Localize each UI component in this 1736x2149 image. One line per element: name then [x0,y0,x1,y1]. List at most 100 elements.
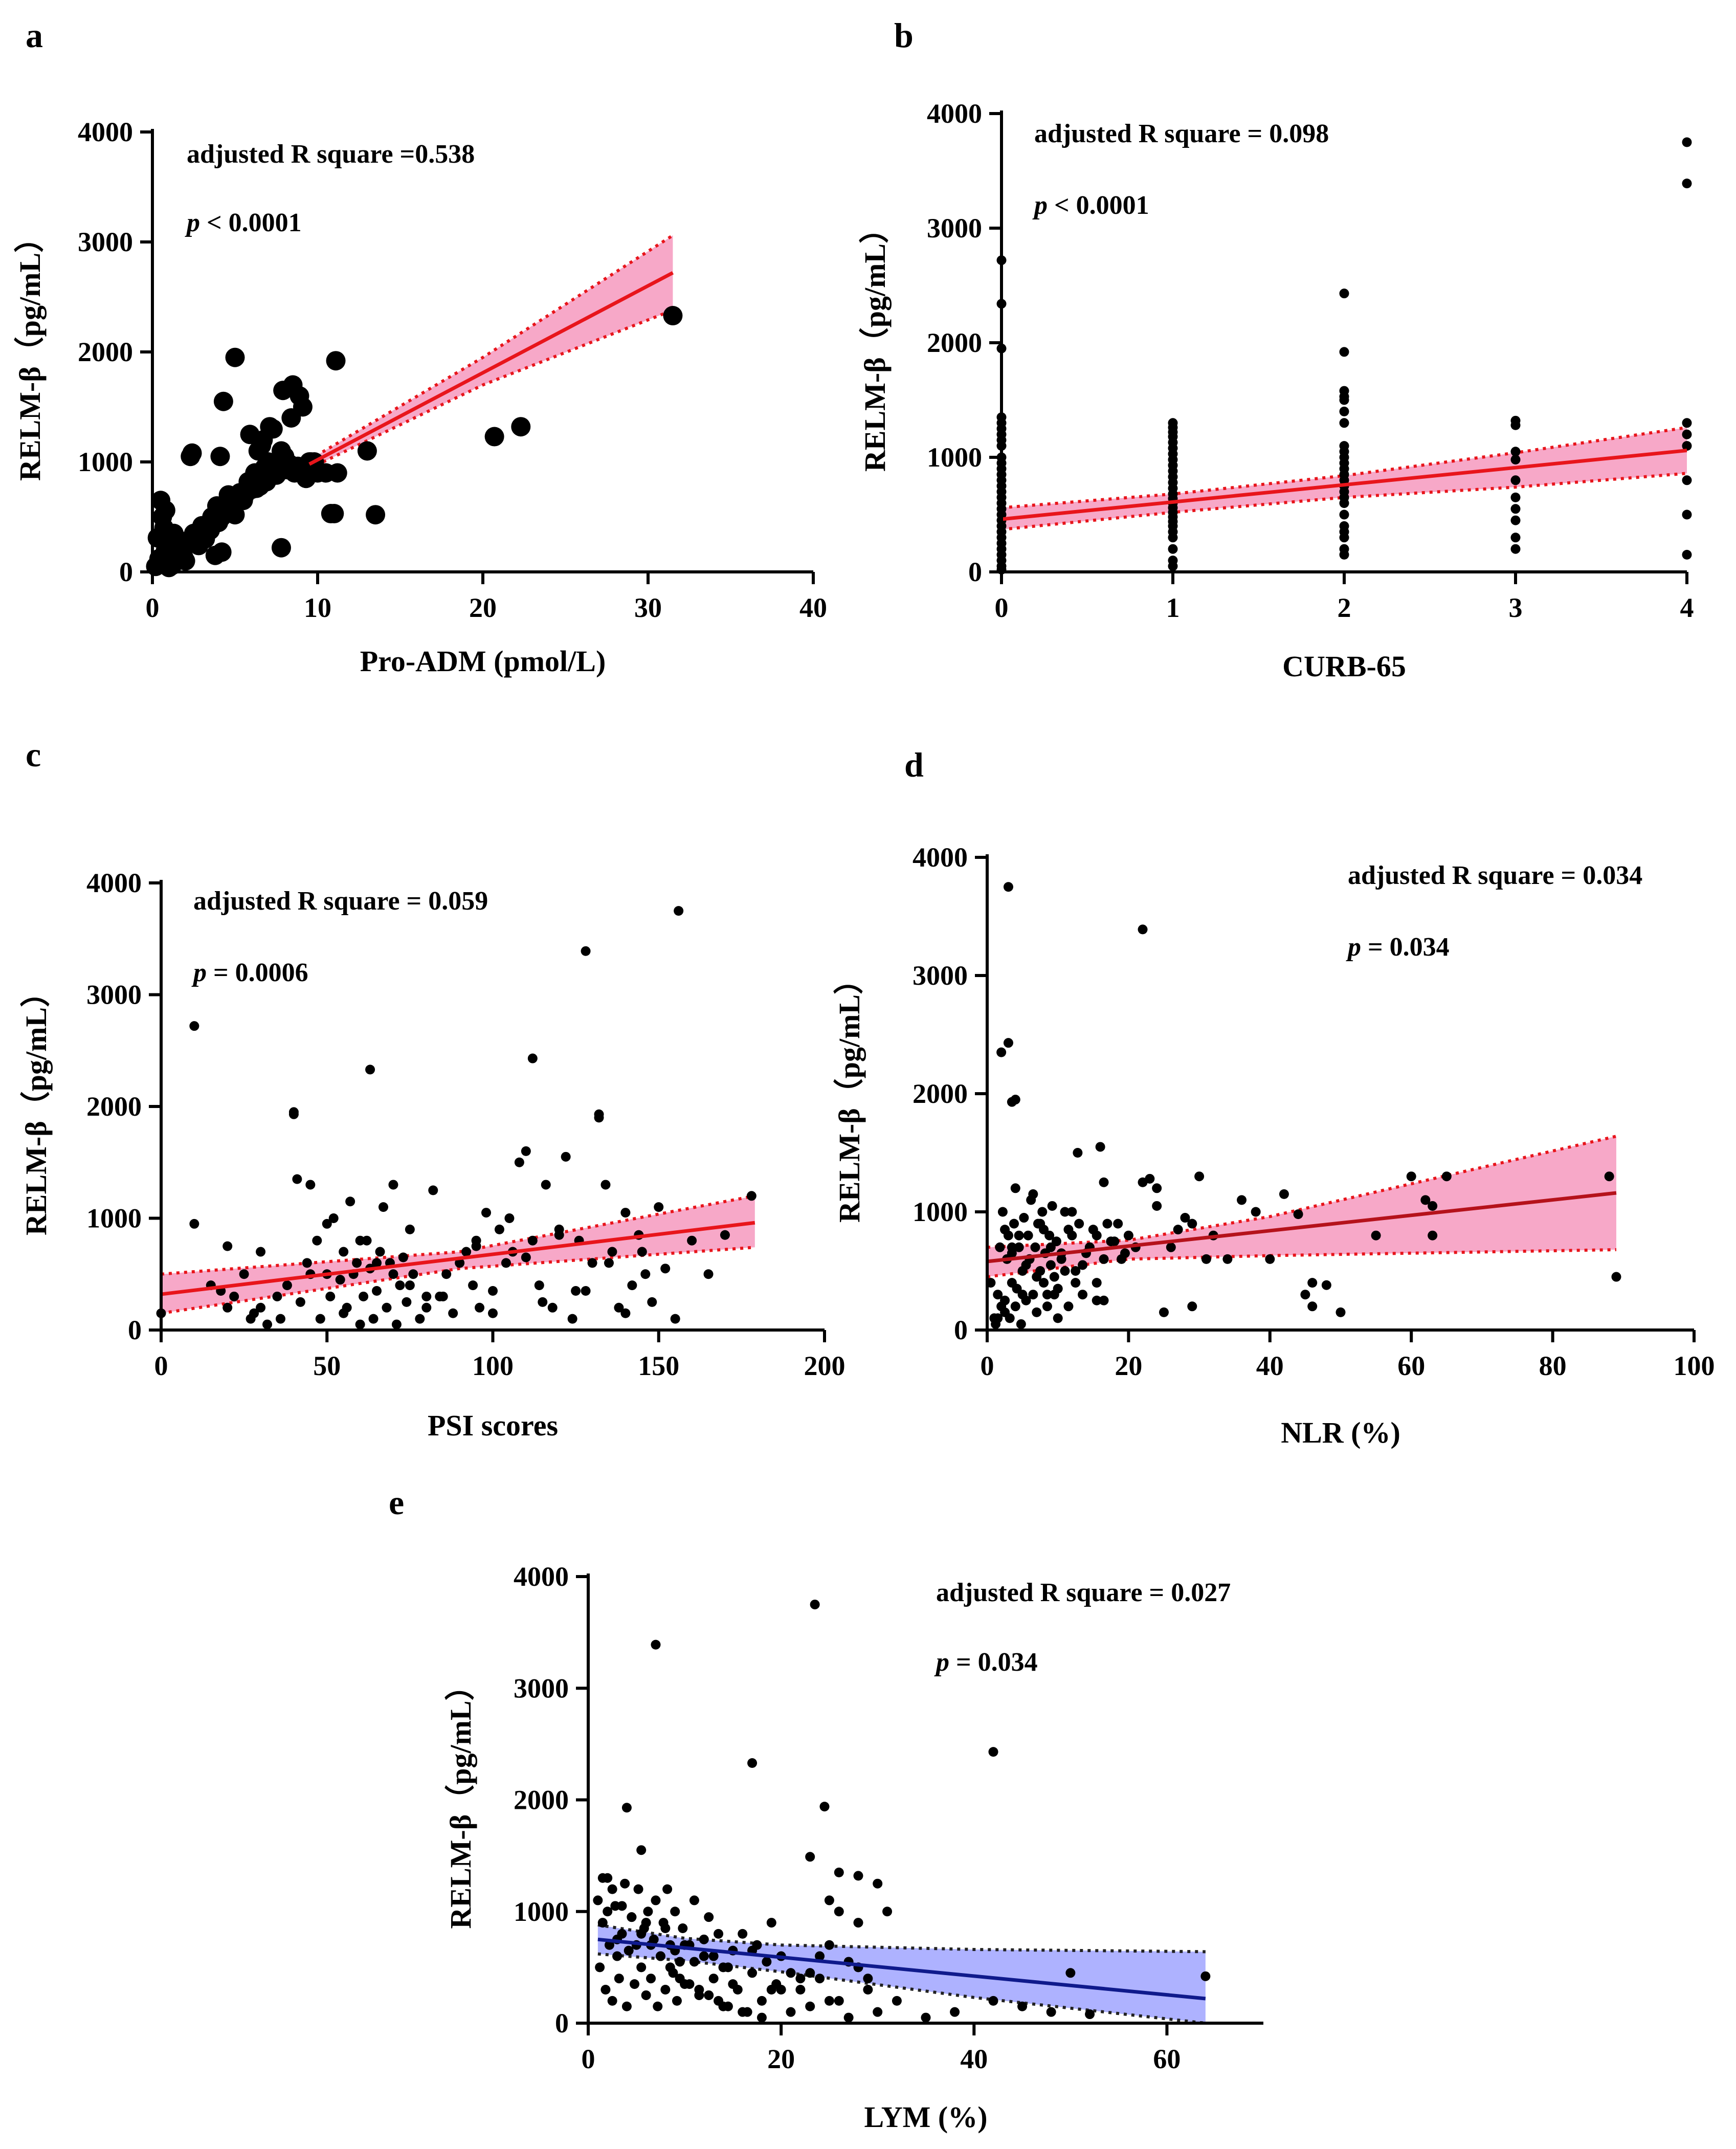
data-point [756,1996,767,2006]
data-point [1113,1218,1123,1229]
r-square-annotation: adjusted R square =0.538 [187,140,475,169]
data-point [1037,1207,1048,1217]
data-point [617,1901,627,1911]
data-point [1406,1171,1416,1182]
data-point [694,1985,704,1995]
data-point [824,1940,834,1950]
data-point [1030,1242,1040,1252]
data-point [357,441,377,461]
chart-panel-e: 0 1000 2000 3000 4000 0 20 40 60 LYM (%) RELM-β（pg… [444,1561,1263,2134]
data-point [873,2007,883,2017]
p-value: = 0.0006 [207,958,308,987]
x-tick-label: 10 [304,592,331,623]
x-tick-label: 0 [981,1350,994,1381]
data-point [1152,1183,1162,1193]
data-point [1009,1218,1019,1229]
x-tick-label: 80 [1539,1350,1567,1381]
data-point [1339,549,1349,560]
p-value-annotation: p = 0.0006 [191,958,308,987]
data-point [607,1996,617,2006]
data-point [815,1974,825,1984]
data-point [1138,924,1148,935]
data-point [1071,1278,1081,1288]
regression-line [987,1191,1617,1264]
data-point [239,1269,249,1279]
data-point [612,1951,622,1961]
data-point [282,1280,292,1291]
data-point [687,1235,697,1246]
data-point [521,1146,531,1156]
data-point [335,1275,345,1285]
data-point [636,1962,647,1973]
y-axis-label: RELM-β（pg/mL） [19,978,53,1235]
data-point [614,1302,624,1313]
chart-panel-d: 0 1000 2000 3000 4000 0 20 40 60 80 100 NLR (%) RELM… [833,842,1715,1449]
data-point [1279,1189,1289,1199]
data-point [527,1053,538,1064]
data-point [607,1247,617,1257]
p-value: < 0.0001 [200,208,302,237]
data-point [1028,1189,1038,1199]
data-point [1014,1230,1024,1240]
data-point [614,1974,624,1984]
data-point [210,447,230,467]
data-point [1000,1225,1010,1235]
y-tick-label: 1000 [78,447,133,477]
data-point [554,1230,564,1240]
y-tick-label: 0 [119,557,133,587]
x-tick-label: 40 [799,592,827,623]
data-point [620,1208,631,1218]
data-point [243,474,263,494]
p-symbol: p [1346,933,1361,962]
data-point [1053,1283,1063,1294]
data-point [646,1974,656,1984]
data-point [1092,1278,1102,1288]
data-point [805,1968,815,1978]
data-point [607,1884,617,1894]
panel-label-c: c [26,735,41,774]
x-tick-label: 150 [638,1350,679,1381]
r-square-annotation: adjusted R square = 0.034 [1348,861,1642,890]
data-point [481,1208,492,1218]
data-point [665,1962,675,1973]
data-point [488,1308,498,1318]
ci-upper-line [308,234,674,461]
data-point [670,1314,680,1324]
ci-lower-line [597,1952,1206,2025]
data-point [1007,1242,1017,1252]
data-point [704,1912,714,1922]
data-point [1065,1968,1076,1978]
data-point [834,1907,844,1917]
data-point [620,1878,630,1889]
confidence-band [309,235,673,469]
data-point [1063,1225,1074,1235]
data-point [1078,1290,1088,1300]
data-point [624,1945,634,1956]
data-point [1339,347,1349,357]
x-axis-label: Pro-ADM (pmol/L) [360,645,606,678]
data-point [718,1962,728,1973]
y-axis-label: RELM-β（pg/mL） [833,965,866,1223]
data-point [824,1996,834,2006]
x-tick-label: 4 [1680,592,1694,623]
data-point [272,1291,282,1301]
data-point [315,1314,325,1324]
data-point [1028,1290,1038,1300]
data-point [641,1990,651,2000]
data-point [600,1985,611,1995]
data-point [1092,1230,1102,1240]
data-point [355,1235,365,1246]
data-point [1014,1242,1024,1252]
data-point [388,1269,398,1279]
y-tick-label: 2000 [927,327,982,358]
y-tick-label: 0 [555,2008,569,2039]
x-tick-label: 20 [1115,1350,1142,1381]
data-point [290,386,309,406]
y-tick-label: 0 [968,557,982,587]
data-point [1017,2001,1028,2011]
y-tick-label: 4000 [927,98,982,129]
y-axis-label: RELM-β（pg/mL） [13,223,47,481]
data-point [653,2001,663,2011]
data-point [1159,1307,1169,1317]
data-point [408,1269,418,1279]
